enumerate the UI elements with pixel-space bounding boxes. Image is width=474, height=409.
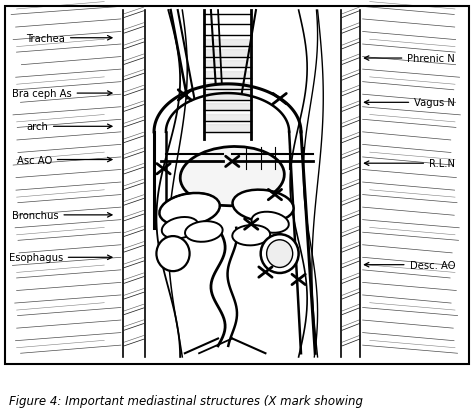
Ellipse shape — [159, 193, 220, 226]
Text: Vagus N: Vagus N — [365, 98, 455, 108]
Text: Bra ceph As: Bra ceph As — [12, 89, 112, 99]
Ellipse shape — [185, 222, 223, 242]
Ellipse shape — [180, 147, 284, 206]
Text: Esophagus: Esophagus — [9, 253, 112, 263]
Text: arch: arch — [26, 122, 112, 132]
Ellipse shape — [156, 236, 190, 272]
Ellipse shape — [162, 218, 199, 239]
Ellipse shape — [261, 235, 299, 273]
Text: Desc. AO: Desc. AO — [365, 260, 455, 270]
Text: Figure 4: Important mediastinal structures (X mark showing: Figure 4: Important mediastinal structur… — [9, 394, 364, 407]
Ellipse shape — [232, 225, 270, 246]
FancyBboxPatch shape — [5, 7, 469, 364]
Text: Asc AO: Asc AO — [17, 155, 112, 165]
Text: Phrenic N: Phrenic N — [365, 54, 455, 64]
Text: Bronchus: Bronchus — [12, 210, 112, 220]
Ellipse shape — [252, 212, 289, 233]
Ellipse shape — [233, 190, 293, 222]
Ellipse shape — [266, 240, 292, 268]
Text: Trachea: Trachea — [26, 34, 112, 44]
Text: R.L.N: R.L.N — [365, 159, 455, 169]
